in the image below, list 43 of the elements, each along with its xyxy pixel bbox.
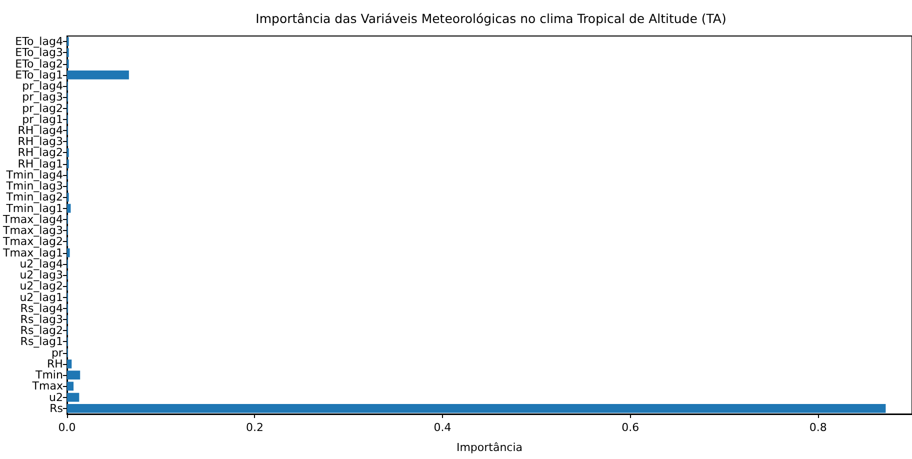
bar bbox=[66, 370, 80, 380]
y-tick-label: RH_lag3 bbox=[18, 135, 63, 148]
y-tick-label: Tmax_lag1 bbox=[2, 246, 63, 260]
y-tick-label: ETo_lag4 bbox=[15, 35, 63, 48]
bar bbox=[66, 248, 70, 258]
y-tick-label: RH_lag4 bbox=[18, 124, 63, 137]
y-tick-label: RH_lag1 bbox=[18, 157, 63, 170]
y-tick-label: pr_lag2 bbox=[22, 102, 63, 115]
y-tick-label: Tmin_lag3 bbox=[5, 180, 63, 193]
y-tick-label: pr_lag3 bbox=[22, 90, 63, 104]
y-tick-label: Tmin bbox=[34, 368, 63, 382]
x-tick-label: 0.0 bbox=[58, 421, 76, 434]
y-tick-label: Tmax_lag3 bbox=[2, 224, 63, 238]
y-tick-label: Rs_lag2 bbox=[20, 324, 63, 338]
x-tick-label: 0.6 bbox=[622, 421, 640, 434]
x-axis-title: Importância bbox=[456, 441, 523, 454]
x-tick-label: 0.4 bbox=[434, 421, 452, 434]
chart-title: Importância das Variáveis Meteorológicas no clima Tropical de Altitude (TA) bbox=[256, 11, 726, 26]
x-tick-label: 0.8 bbox=[809, 421, 827, 434]
bar bbox=[66, 382, 74, 391]
y-tick-label: u2_lag3 bbox=[20, 268, 63, 282]
y-tick-label: pr bbox=[51, 346, 64, 360]
bar bbox=[66, 204, 71, 213]
y-tick-label: ETo_lag3 bbox=[15, 46, 63, 60]
y-tick-label: Tmin_lag2 bbox=[5, 190, 63, 204]
y-tick-label: Tmax bbox=[31, 380, 64, 393]
y-tick-label: Tmin_lag1 bbox=[5, 202, 63, 215]
y-tick-label: u2_lag1 bbox=[20, 290, 63, 304]
y-tick-label: ETo_lag2 bbox=[15, 57, 63, 70]
y-tick-label: pr_lag4 bbox=[22, 80, 63, 93]
y-tick-label: Rs bbox=[50, 402, 64, 415]
bar bbox=[66, 392, 80, 402]
y-tick-label: u2_lag2 bbox=[20, 280, 63, 293]
y-tick-label: RH_lag2 bbox=[18, 146, 63, 160]
bar bbox=[66, 70, 129, 80]
y-tick-label: Tmax_lag2 bbox=[2, 235, 63, 248]
y-tick-label: Rs_lag3 bbox=[20, 313, 63, 326]
bar bbox=[66, 360, 72, 368]
y-tick-label: Rs_lag1 bbox=[20, 335, 63, 348]
x-tick-label: 0.2 bbox=[246, 421, 264, 434]
y-tick-label: RH bbox=[47, 357, 63, 370]
bar bbox=[66, 404, 886, 413]
y-tick-label: u2 bbox=[48, 390, 63, 404]
